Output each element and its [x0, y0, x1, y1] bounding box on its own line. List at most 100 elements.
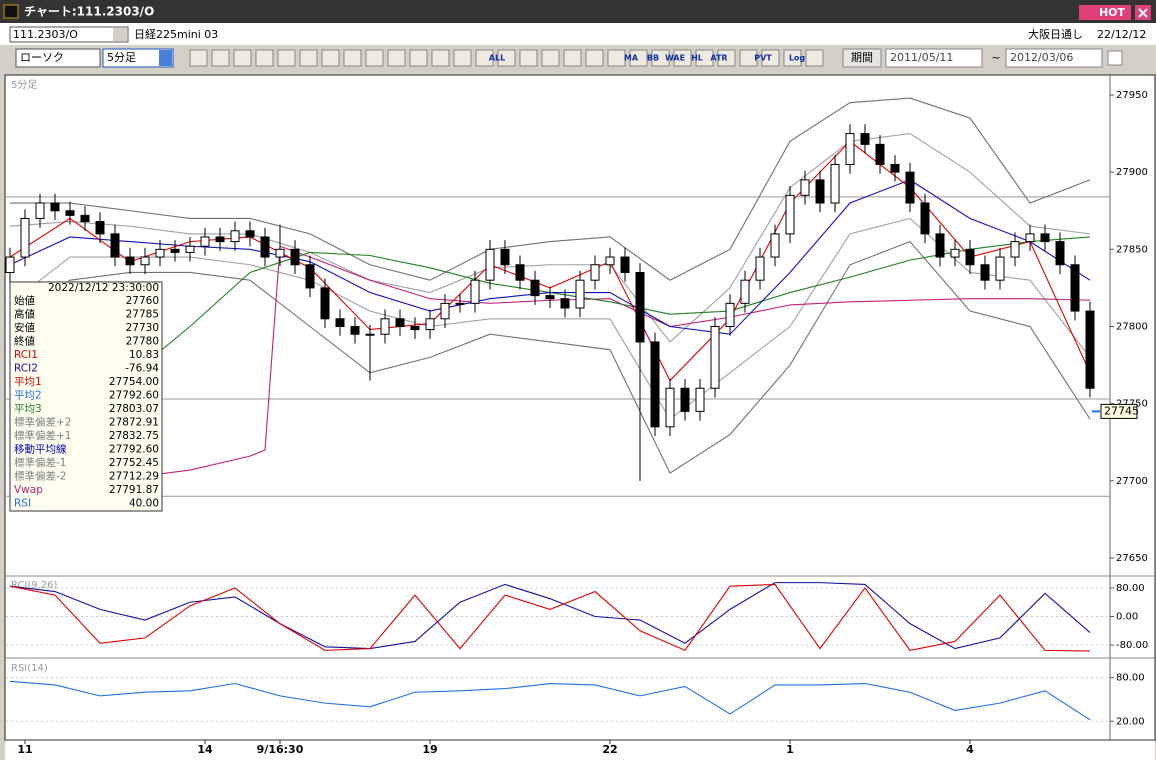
toolbar-icon-label: MA — [624, 54, 639, 63]
style-combo[interactable] — [15, 48, 101, 68]
app-icon — [3, 4, 19, 19]
toolbar-icon[interactable] — [497, 49, 516, 67]
candle-body — [410, 326, 420, 331]
period-button[interactable] — [842, 48, 882, 68]
candle-body — [35, 202, 45, 219]
panel-title: RCI(9,26) — [11, 580, 58, 591]
candle-body — [80, 214, 90, 223]
info-value: 27872.91 — [109, 417, 159, 429]
toolbar-icon[interactable] — [805, 49, 824, 67]
hot-button[interactable] — [1079, 5, 1131, 20]
info-label: 標準偏差+2 — [14, 416, 71, 429]
toolbar-icon[interactable] — [409, 49, 428, 67]
indicator-line — [129, 236, 1091, 377]
candle-body — [935, 233, 945, 258]
toolbar-icon[interactable] — [629, 49, 648, 67]
toolbar-icon[interactable] — [321, 49, 340, 67]
toolbar-icon[interactable] — [695, 49, 714, 67]
candle-body — [455, 302, 465, 305]
candle-body — [20, 217, 30, 258]
checkbox[interactable] — [1107, 50, 1123, 66]
toolbar-icon[interactable] — [387, 49, 406, 67]
from-input[interactable] — [885, 48, 983, 68]
toolbar-icon[interactable] — [541, 49, 560, 67]
toolbar-icon[interactable] — [475, 49, 494, 67]
panel-title: 5分足 — [11, 79, 37, 91]
info-value: 40.00 — [129, 498, 159, 510]
candle-body — [230, 230, 240, 243]
toolbar-icon[interactable] — [585, 49, 604, 67]
toolbar-icon-label: ATR — [710, 54, 727, 63]
candle-body — [1070, 264, 1080, 312]
interval-combo[interactable] — [102, 48, 174, 68]
hot-label[interactable]: HOT — [1099, 6, 1126, 19]
toolbar-icon[interactable] — [739, 49, 758, 67]
toolbar-icon[interactable] — [431, 49, 450, 67]
toolbar-icon[interactable] — [761, 49, 780, 67]
candle-body — [5, 256, 15, 273]
info-label: 標準偏差-1 — [14, 456, 66, 469]
indicator-line — [10, 97, 1091, 281]
candle-body — [680, 387, 690, 412]
toolbar-icon[interactable] — [255, 49, 274, 67]
toolbar-icon-label: BB — [647, 54, 659, 63]
info-datetime: 2022/12/12 23:30:00 — [48, 282, 159, 294]
toolbar-icon[interactable] — [783, 49, 802, 67]
candle-body — [350, 326, 360, 335]
info-value: 27712.29 — [109, 471, 159, 483]
combo-arrow[interactable] — [159, 50, 172, 66]
info-value: -76.94 — [125, 363, 159, 375]
toolbar-icon[interactable] — [189, 49, 208, 67]
toolbar-icon[interactable] — [299, 49, 318, 67]
toolbar-icon[interactable] — [717, 49, 736, 67]
candle-body — [185, 245, 195, 253]
info-label: 平均2 — [14, 390, 42, 402]
symbol-combo[interactable] — [9, 26, 129, 43]
from-date: 2011/05/11 — [890, 51, 953, 64]
candle-body — [515, 264, 525, 281]
toolbar-icon[interactable] — [343, 49, 362, 67]
toolbar-icon[interactable] — [453, 49, 472, 67]
toolbar-icon[interactable] — [519, 49, 538, 67]
indicator-line — [9, 240, 1091, 474]
candle-body — [980, 264, 990, 281]
interval: 5分足 — [107, 51, 136, 64]
info-label: Vwap — [14, 484, 43, 496]
candle-body — [125, 256, 135, 266]
candle-body — [710, 326, 720, 389]
info-value: 27785 — [126, 309, 159, 321]
candle-body — [635, 271, 645, 343]
candle-body — [725, 302, 735, 328]
candle-body — [965, 248, 975, 266]
date: 22/12/12 — [1097, 28, 1146, 41]
toolbar-icon[interactable] — [607, 49, 626, 67]
candle-body — [275, 248, 285, 258]
candle-body — [620, 256, 630, 273]
toolbar-icon[interactable] — [563, 49, 582, 67]
candle-body — [470, 279, 480, 304]
candle-body — [290, 248, 300, 266]
combo-arrow[interactable] — [113, 28, 127, 41]
candle-body — [440, 302, 450, 320]
y-tick-label: 27950 — [1116, 90, 1148, 101]
candle-body — [545, 295, 555, 300]
info-label: 移動平均線 — [14, 443, 67, 456]
toolbar-icon[interactable] — [233, 49, 252, 67]
toolbar-icon[interactable] — [277, 49, 296, 67]
period-label: 期間 — [851, 51, 873, 64]
candle-body — [500, 248, 510, 266]
toolbar-icon[interactable] — [211, 49, 230, 67]
candle-body — [770, 233, 780, 258]
y-tick-label: 27900 — [1116, 167, 1148, 178]
candle-body — [320, 287, 330, 320]
candle-body — [785, 194, 795, 235]
y-tick-label: 0.00 — [1116, 612, 1138, 623]
toolbar-icon[interactable] — [651, 49, 670, 67]
to-input[interactable] — [1005, 48, 1103, 68]
toolbar-icon[interactable] — [673, 49, 692, 67]
candle-body — [605, 256, 615, 266]
toolbar-icon[interactable] — [365, 49, 384, 67]
info-value: 27791.87 — [109, 484, 159, 496]
